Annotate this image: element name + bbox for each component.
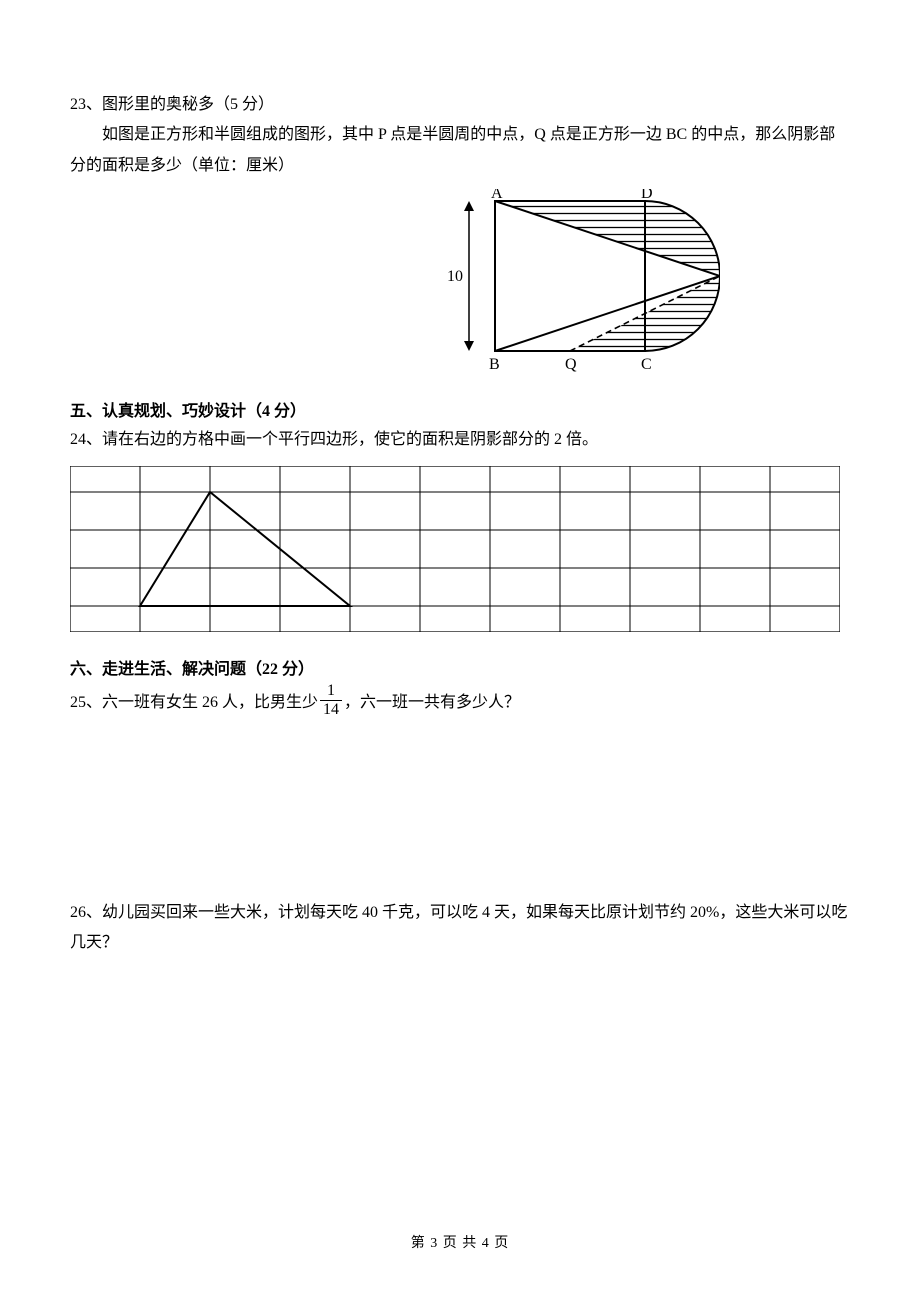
section-5-heading: 五、认真规划、巧妙设计（4 分）: [70, 397, 850, 421]
q24-grid-figure: [70, 466, 840, 632]
q25-post: ，六一班一共有多少人？: [344, 688, 520, 712]
q23-figure: 10 A D B Q C: [440, 189, 720, 379]
svg-text:A: A: [491, 189, 503, 202]
q23-figure-wrap: 10 A D B Q C: [310, 189, 850, 379]
svg-text:Q: Q: [565, 356, 577, 373]
page: 23、图形里的奥秘多（5 分） 如图是正方形和半圆组成的图形，其中 P 点是半圆…: [0, 0, 920, 1302]
section-6-heading: 六、走进生活、解决问题（22 分）: [70, 655, 850, 679]
q25-line: 25、六一班有女生 26 人，比男生少 1 14 ，六一班一共有多少人？: [70, 683, 850, 718]
q23-body: 如图是正方形和半圆组成的图形，其中 P 点是半圆周的中点，Q 点是正方形一边 B…: [70, 120, 850, 181]
q26-text: 26、幼儿园买回来一些大米，计划每天吃 40 千克，可以吃 4 天，如果每天比原…: [70, 898, 850, 959]
q25-frac-den: 14: [320, 701, 342, 718]
q23-title: 23、图形里的奥秘多（5 分）: [70, 90, 850, 120]
svg-text:10: 10: [447, 268, 463, 285]
q24-figure-wrap: [70, 466, 850, 637]
page-footer: 第 3 页 共 4 页: [0, 1232, 920, 1252]
q25-fraction: 1 14: [320, 683, 342, 718]
q25-pre: 25、六一班有女生 26 人，比男生少: [70, 688, 318, 712]
svg-text:C: C: [641, 356, 652, 373]
svg-text:B: B: [489, 356, 500, 373]
q24-text: 24、请在右边的方格中画一个平行四边形，使它的面积是阴影部分的 2 倍。: [70, 425, 850, 455]
svg-text:D: D: [641, 189, 653, 202]
q25-workspace: [70, 718, 850, 898]
q25-frac-num: 1: [320, 683, 342, 701]
